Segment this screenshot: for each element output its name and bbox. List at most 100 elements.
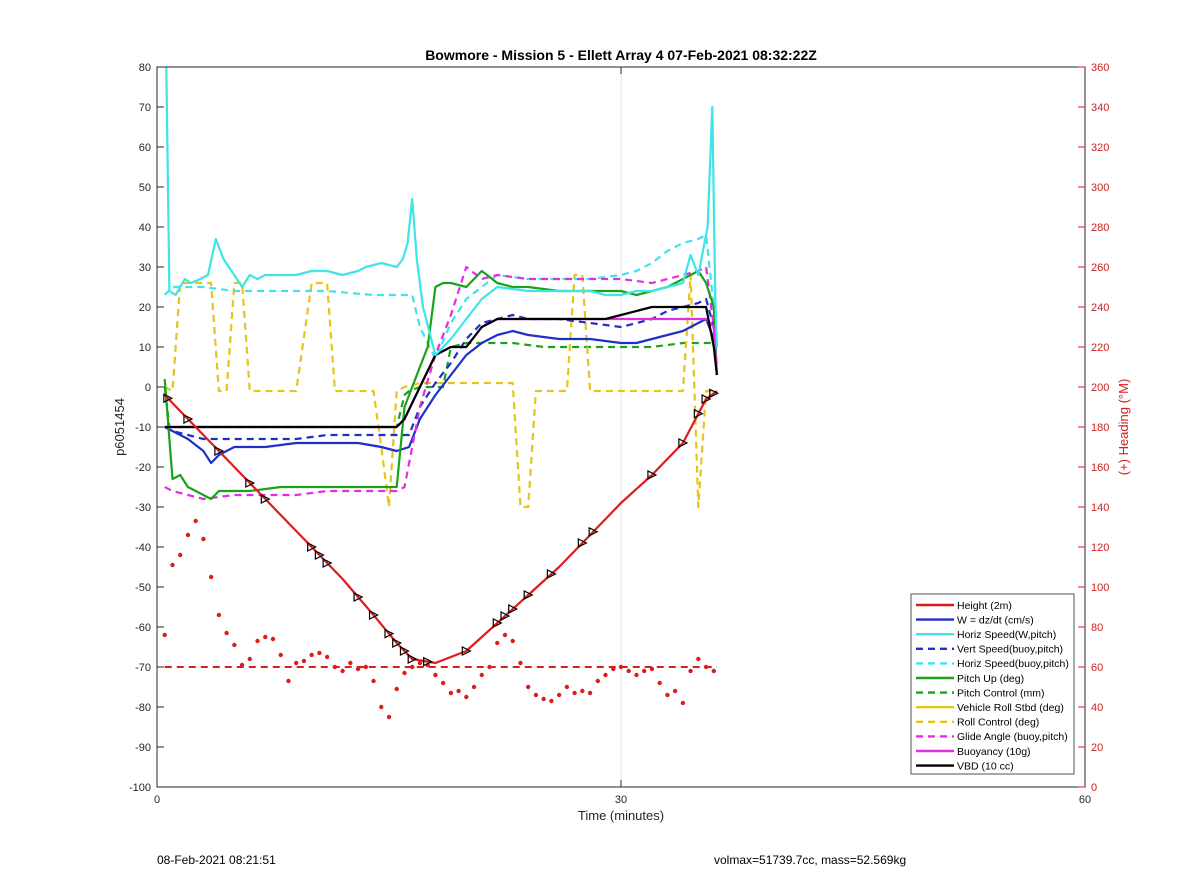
y2-tick-label-9: 180 xyxy=(1091,422,1109,434)
legend-label-horiz-speed-buoy-pitch: Horiz Speed(buoy,pitch) xyxy=(957,658,1069,670)
y2-tick-label-11: 140 xyxy=(1091,502,1109,514)
heading-point-57 xyxy=(603,672,608,678)
heading-point-61 xyxy=(634,672,639,678)
legend-label-vert-speed-buoy-pitch: Vert Speed(buoy,pitch) xyxy=(957,644,1063,656)
height-triangle-marker-8 xyxy=(353,592,364,602)
height-triangle-marker-12 xyxy=(399,646,410,656)
heading-point-63 xyxy=(649,666,655,672)
series-line-w-dz-dt-cm-s xyxy=(164,317,718,465)
markers-layer xyxy=(162,388,720,720)
legend-label-height-2m: Height (2m) xyxy=(957,600,1012,612)
heading-point-67 xyxy=(680,700,686,706)
heading-point-8 xyxy=(224,630,229,636)
heading-point-36 xyxy=(440,680,446,686)
heading-point-37 xyxy=(448,690,454,696)
y2-tick-label-3: 300 xyxy=(1091,182,1109,194)
heading-point-22 xyxy=(332,664,338,670)
heading-point-44 xyxy=(502,632,508,638)
heading-point-48 xyxy=(533,692,539,698)
y-tick-label-10: -20 xyxy=(135,462,151,474)
heading-point-3 xyxy=(185,532,191,538)
heading-point-23 xyxy=(340,668,345,674)
y2-tick-label-15: 60 xyxy=(1091,662,1103,674)
legend-label-w-dz-dt-cm-s: W = dz/dt (cm/s) xyxy=(957,614,1034,626)
heading-point-7 xyxy=(216,612,222,618)
height-triangle-marker-25 xyxy=(693,408,704,419)
heading-point-17 xyxy=(294,660,299,666)
y2-tick-label-7: 220 xyxy=(1091,342,1109,354)
series-line-vbd-10-cc xyxy=(164,305,718,429)
heading-point-46 xyxy=(518,660,523,666)
heading-point-43 xyxy=(495,640,500,646)
y-tick-label-9: -10 xyxy=(135,422,151,434)
y-tick-label-11: -30 xyxy=(135,502,151,514)
legend: Height (2m) W = dz/dt (cm/s) Horiz Speed(W… xyxy=(910,593,1075,775)
heading-point-30 xyxy=(394,686,399,692)
heading-point-25 xyxy=(355,666,361,672)
footer-timestamp: 08-Feb-2021 08:21:51 xyxy=(157,853,276,867)
y-tick-label-2: 60 xyxy=(139,142,151,154)
height-triangle-marker-23 xyxy=(647,470,658,480)
series-line-vert-speed-buoy-pitch xyxy=(164,297,718,441)
heading-point-24 xyxy=(348,660,353,666)
height-triangle-marker-26 xyxy=(701,394,712,404)
heading-point-29 xyxy=(386,714,392,720)
heading-point-33 xyxy=(417,660,423,666)
y-tick-label-16: -80 xyxy=(135,702,151,714)
x-tick-label-1: 30 xyxy=(615,794,627,806)
height-triangle-marker-7 xyxy=(322,558,333,568)
heading-point-64 xyxy=(657,680,662,686)
heading-point-32 xyxy=(410,664,415,670)
height-triangle-marker-18 xyxy=(508,604,519,614)
heading-point-21 xyxy=(324,654,330,660)
heading-point-10 xyxy=(239,662,245,668)
heading-point-51 xyxy=(556,692,562,698)
heading-point-47 xyxy=(526,684,531,690)
heading-point-39 xyxy=(464,694,469,700)
heading-point-54 xyxy=(580,688,585,694)
heading-point-49 xyxy=(541,696,546,702)
heading-point-68 xyxy=(688,668,693,674)
heading-point-40 xyxy=(471,684,477,690)
height-triangle-marker-10 xyxy=(384,628,395,639)
height-triangle-marker-21 xyxy=(577,538,588,548)
heading-point-52 xyxy=(564,684,570,690)
heading-point-62 xyxy=(642,668,647,674)
y-tick-label-7: 10 xyxy=(139,342,151,354)
heading-point-4 xyxy=(193,518,198,524)
series-layer xyxy=(163,66,718,668)
x-tick-label-2: 60 xyxy=(1079,794,1091,806)
heading-point-15 xyxy=(278,652,283,658)
y2-axis-label: (+) Heading (°M) xyxy=(1116,379,1131,476)
heading-point-38 xyxy=(456,688,461,694)
y-tick-label-17: -90 xyxy=(135,742,151,754)
heading-point-58 xyxy=(611,666,616,672)
y2-tick-label-8: 200 xyxy=(1091,382,1109,394)
height-triangle-marker-20 xyxy=(546,569,557,579)
height-triangle-marker-2 xyxy=(214,446,225,456)
legend-label-pitch-up-deg: Pitch Up (deg) xyxy=(957,673,1024,685)
heading-point-11 xyxy=(247,656,252,662)
heading-point-18 xyxy=(301,658,307,664)
heading-point-27 xyxy=(371,678,376,684)
x-tick-label-0: 0 xyxy=(154,794,160,806)
heading-point-28 xyxy=(379,704,384,710)
heading-point-35 xyxy=(433,672,438,678)
y2-tick-label-5: 260 xyxy=(1091,262,1109,274)
height-triangle-marker-19 xyxy=(523,590,534,600)
footer-volmax-mass: volmax=51739.7cc, mass=52.569kg xyxy=(714,853,907,867)
heading-point-66 xyxy=(672,688,678,694)
y-tick-label-14: -60 xyxy=(135,622,151,634)
chart-title: Bowmore - Mission 5 - Ellett Array 4 07-… xyxy=(425,47,817,63)
series-line-horiz-speed-w-pitch xyxy=(165,66,718,357)
y-tick-label-6: 20 xyxy=(139,302,151,314)
heading-point-45 xyxy=(510,638,515,644)
y-tick-label-12: -40 xyxy=(135,542,151,554)
y2-tick-label-6: 240 xyxy=(1091,302,1109,314)
height-triangle-marker-3 xyxy=(245,478,256,488)
heading-point-12 xyxy=(255,638,260,644)
heading-point-42 xyxy=(487,664,492,670)
heading-point-20 xyxy=(317,650,322,656)
y2-tick-label-4: 280 xyxy=(1091,222,1109,234)
heading-point-19 xyxy=(309,652,314,658)
